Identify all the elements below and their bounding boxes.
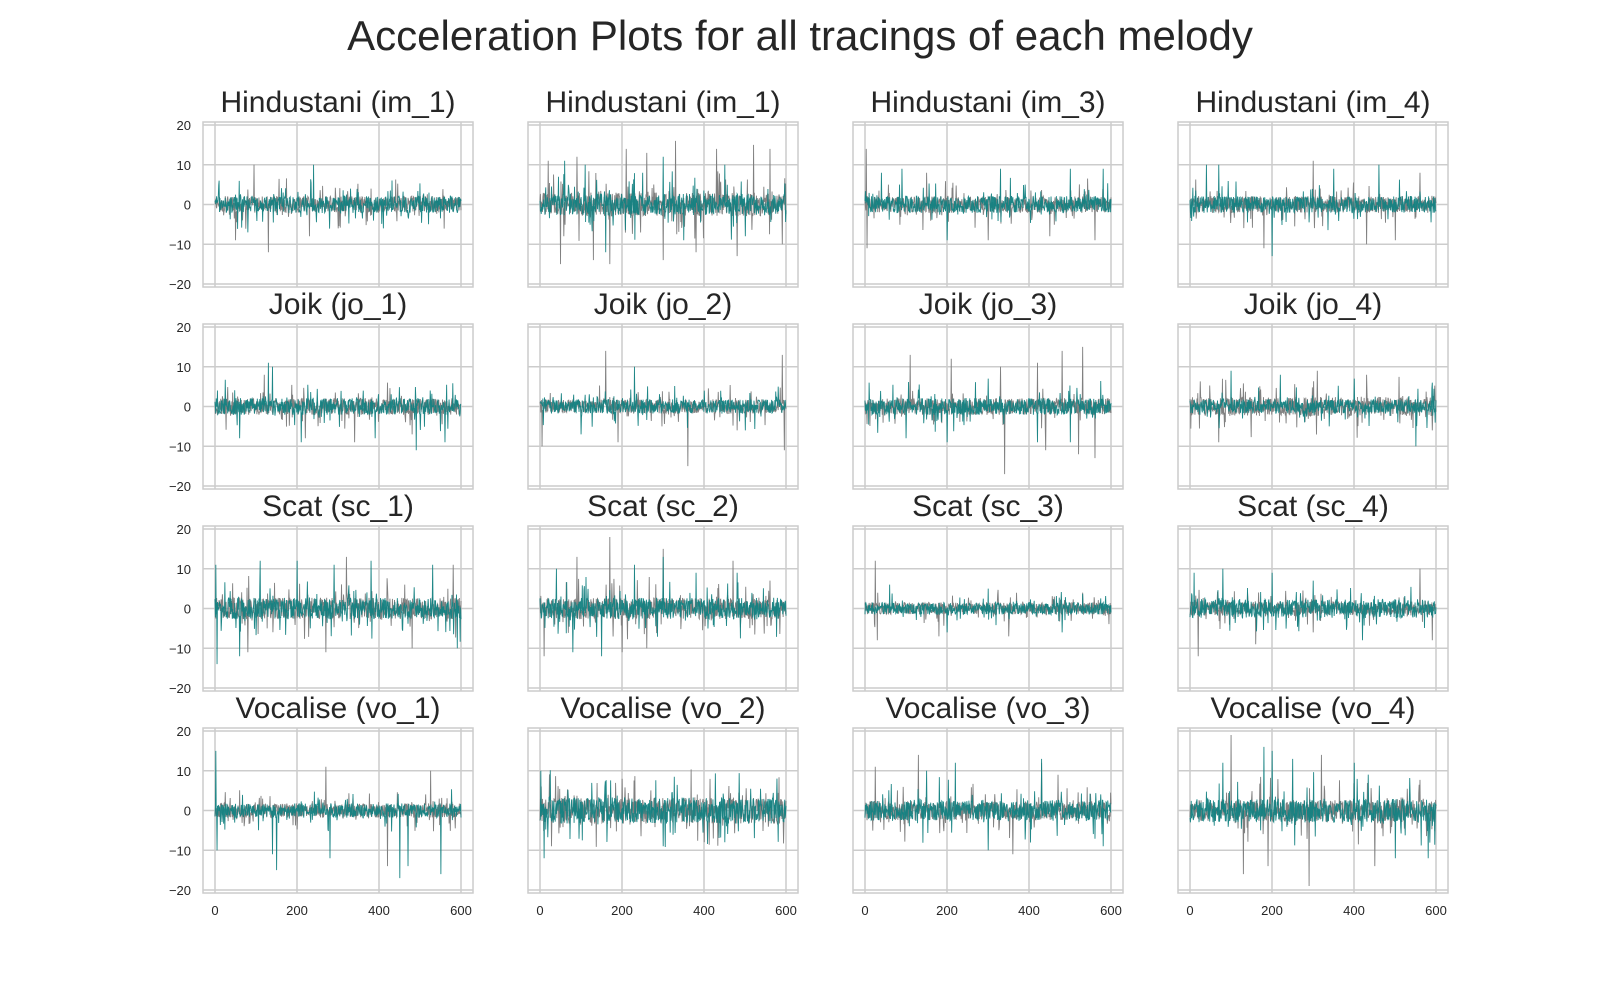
acceleration-line-2 xyxy=(214,362,462,451)
subplot-title: Hindustani (im_1) xyxy=(545,86,780,119)
x-tick-label: 600 xyxy=(775,903,797,918)
y-tick-label: 10 xyxy=(177,764,191,779)
subplot-title: Vocalise (vo_3) xyxy=(885,692,1090,725)
acceleration-line-2 xyxy=(214,560,462,665)
subplot-title: Vocalise (vo_4) xyxy=(1210,692,1415,725)
subplot-5: Joik (jo_1) 20 10 0 −10 −20 xyxy=(169,288,474,494)
acceleration-line-2 xyxy=(539,366,787,435)
y-tick-label: −10 xyxy=(169,641,191,656)
y-tick-label: 10 xyxy=(177,360,191,375)
x-tick-label: 400 xyxy=(368,903,390,918)
subplot-title: Joik (jo_1) xyxy=(269,288,407,321)
y-tick-label: −20 xyxy=(169,479,191,494)
acceleration-line-1 xyxy=(1189,568,1437,657)
x-tick-label: 200 xyxy=(611,903,633,918)
y-tick-label: 0 xyxy=(184,400,191,415)
y-tick-label: 0 xyxy=(184,804,191,819)
subplot-11: Scat (sc_3) xyxy=(852,490,1124,692)
acceleration-line-2 xyxy=(539,556,787,657)
subplot-title: Scat (sc_3) xyxy=(912,490,1064,523)
subplot-14: Vocalise (vo_2) 0 200 400 600 xyxy=(527,692,799,918)
y-tick-label: 20 xyxy=(177,118,191,133)
subplot-16: Vocalise (vo_4) 0 200 400 600 xyxy=(1177,692,1449,918)
y-tick-label: −10 xyxy=(169,237,191,252)
x-tick-label: 400 xyxy=(693,903,715,918)
subplot-12: Scat (sc_4) xyxy=(1177,490,1449,692)
subplot-title: Hindustani (im_4) xyxy=(1195,86,1430,119)
subplot-13: Vocalise (vo_1) 20 10 0 −10 −20 0 200 400 600 xyxy=(169,692,474,918)
figure-title: Acceleration Plots for all tracings of e… xyxy=(347,12,1253,59)
y-tick-label: 20 xyxy=(177,724,191,739)
acceleration-line-2 xyxy=(539,156,787,253)
y-tick-label: −20 xyxy=(169,681,191,696)
x-tick-label: 200 xyxy=(286,903,308,918)
subplot-8: Joik (jo_4) xyxy=(1177,288,1449,490)
y-tick-label: 20 xyxy=(177,522,191,537)
acceleration-line-2 xyxy=(1189,746,1437,859)
y-tick-label: −10 xyxy=(169,439,191,454)
y-tick-label: 0 xyxy=(184,198,191,213)
x-tick-label: 400 xyxy=(1018,903,1040,918)
y-tick-label: 0 xyxy=(184,602,191,617)
subplot-3: Hindustani (im_3) xyxy=(852,86,1124,288)
acceleration-line-2 xyxy=(214,164,462,233)
acceleration-line-2 xyxy=(214,750,462,879)
subplot-title: Scat (sc_4) xyxy=(1237,490,1389,523)
subplot-9: Scat (sc_1) 20 10 0 −10 −20 xyxy=(169,490,474,696)
acceleration-line-2 xyxy=(539,770,787,859)
subplot-title: Vocalise (vo_2) xyxy=(560,692,765,725)
x-tick-label: 0 xyxy=(536,903,543,918)
y-tick-label: 10 xyxy=(177,158,191,173)
acceleration-line-2 xyxy=(1189,164,1437,257)
x-tick-label: 200 xyxy=(936,903,958,918)
acceleration-line-2 xyxy=(864,168,1112,241)
subplot-15: Vocalise (vo_3) 0 200 400 600 xyxy=(852,692,1124,918)
subplot-10: Scat (sc_2) xyxy=(527,490,799,692)
y-tick-label: −10 xyxy=(169,843,191,858)
subplot-7: Joik (jo_3) xyxy=(852,288,1124,490)
x-tick-label: 0 xyxy=(1186,903,1193,918)
x-tick-label: 600 xyxy=(1100,903,1122,918)
y-tick-label: −20 xyxy=(169,883,191,898)
subplot-title: Joik (jo_3) xyxy=(919,288,1057,321)
subplot-title: Joik (jo_4) xyxy=(1244,288,1382,321)
x-tick-label: 600 xyxy=(1425,903,1447,918)
x-tick-label: 600 xyxy=(450,903,472,918)
acceleration-line-2 xyxy=(864,584,1112,633)
acceleration-line-2 xyxy=(864,378,1112,443)
x-tick-label: 200 xyxy=(1261,903,1283,918)
x-tick-label: 0 xyxy=(211,903,218,918)
acceleration-line-2 xyxy=(1189,370,1437,447)
subplot-title: Vocalise (vo_1) xyxy=(235,692,440,725)
x-tick-label: 400 xyxy=(1343,903,1365,918)
subplot-title: Scat (sc_1) xyxy=(262,490,414,523)
y-tick-label: −20 xyxy=(169,277,191,292)
subplot-title: Hindustani (im_1) xyxy=(220,86,455,119)
subplot-title: Joik (jo_2) xyxy=(594,288,732,321)
y-tick-label: 20 xyxy=(177,320,191,335)
acceleration-line-2 xyxy=(1189,568,1437,641)
subplot-4: Hindustani (im_4) xyxy=(1177,86,1449,288)
acceleration-line-2 xyxy=(864,758,1112,851)
subplot-1: Hindustani (im_1) 20 10 0 −10 −20 xyxy=(169,86,474,292)
subplot-6: Joik (jo_2) xyxy=(527,288,799,490)
subplot-2: Hindustani (im_1) xyxy=(527,86,799,288)
subplot-title: Hindustani (im_3) xyxy=(870,86,1105,119)
y-tick-label: 10 xyxy=(177,562,191,577)
x-tick-label: 0 xyxy=(861,903,868,918)
subplot-title: Scat (sc_2) xyxy=(587,490,739,523)
